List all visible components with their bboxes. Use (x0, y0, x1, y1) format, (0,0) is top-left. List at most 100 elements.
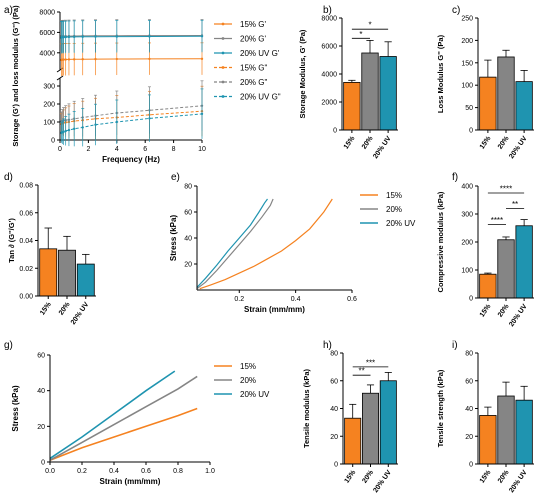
y-tick-label: 200 (43, 102, 55, 109)
series-line (199, 198, 333, 290)
y-tick-label: 8000 (39, 10, 55, 17)
series-line (196, 198, 274, 290)
x-tick-label: 20% UV (372, 469, 393, 494)
line-chart-e: e) 20 40 60 80 0.2 0.4 0.6 Strain (mm/mm) Stress … (169, 172, 416, 314)
x-tick-label: 15% (479, 303, 493, 319)
x-tick-label: 0.6 (141, 468, 151, 475)
y-tick-label: 40 (37, 388, 45, 395)
y-axis-label: Stress (kPa) (169, 215, 178, 262)
legend-label: 20% UV (386, 219, 416, 228)
panel-label: b) (323, 5, 332, 16)
data-point (81, 58, 84, 61)
legend-marker (221, 80, 225, 84)
data-point (62, 35, 65, 39)
data-point (62, 58, 65, 61)
panel-label: g) (4, 340, 13, 351)
y-tick-label: 0 (51, 138, 55, 145)
bar-chart-i: i) 0 20 40 60 80 15% 20%20% UV Tensile strength … (436, 340, 534, 494)
bar (497, 395, 515, 465)
y-tick-label: 60 (37, 353, 45, 360)
y-tick-label: 200 (461, 240, 473, 247)
bar (39, 248, 58, 297)
significance-label: **** (491, 216, 503, 225)
legend-label: 15% G" (240, 64, 267, 73)
y-tick-label: 80 (330, 351, 338, 358)
bar (344, 417, 362, 465)
y-tick-label: 2000 (321, 100, 337, 107)
x-tick-label: 20% (497, 135, 511, 151)
data-point (94, 123, 97, 126)
bar (497, 239, 515, 299)
bar (362, 392, 379, 465)
legend-label: 20% G" (240, 78, 267, 87)
data-point (115, 35, 119, 38)
x-tick-label: 0.4 (109, 468, 119, 475)
panel-label: e) (171, 172, 180, 183)
bar-chart-f: f) 0 100 200 300 400 15% 20%20% UV Compressive m… (436, 172, 534, 328)
y-axis-label: Tensile modulus (kPa) (302, 368, 311, 448)
data-point (200, 35, 204, 38)
x-axis-label: Strain (mm/mm) (244, 305, 305, 314)
x-tick-label: 2 (86, 146, 90, 153)
x-tick-label: 10 (198, 146, 206, 153)
line-chart-a: a) 0 100 200 300 4000 6000 8000 0 2 4 6 8 10 Frequency… (4, 5, 281, 164)
axis-break (56, 75, 64, 81)
bar-chart-d: d) 0.00 0.02 0.04 0.06 0.08 15% 20%20% UV Tan ∂ … (4, 172, 96, 326)
x-tick-label: 15% (479, 135, 493, 151)
y-axis-label: Storage Modulus, G' (Pa) (298, 29, 307, 118)
x-axis-label: Strain (mm/mm) (100, 477, 161, 486)
significance-label: ** (358, 367, 364, 376)
legend-label: 20% UV (240, 390, 270, 399)
y-tick-label: 0 (41, 460, 45, 467)
y-axis-label: Loss Modulus G'' (Pa) (436, 34, 445, 113)
y-axis-label: Stress (kPa) (11, 385, 20, 432)
x-tick-label: 0.8 (173, 468, 183, 475)
y-axis-label: Tensile strength (kPa) (436, 369, 445, 447)
x-tick-label: 0.4 (291, 296, 301, 303)
legend-label: 20% (240, 376, 256, 385)
significance-label: * (359, 30, 362, 39)
x-tick-label: 20% UV (372, 135, 393, 160)
y-tick-label: 20 (330, 434, 338, 441)
y-axis-label: Storage (G') and loss modulus (G'') (Pa) (11, 5, 20, 147)
y-tick-label: 6000 (39, 30, 55, 37)
data-point (73, 35, 76, 39)
data-point (200, 112, 204, 116)
y-tick-label: 0 (469, 296, 473, 303)
y-tick-label: 80 (465, 351, 473, 358)
legend-label: 20% (386, 205, 402, 214)
y-tick-label: 20 (184, 262, 192, 269)
y-tick-label: 0.02 (19, 266, 33, 273)
x-tick-label: 20% (58, 301, 72, 317)
y-tick-label: 100 (461, 268, 473, 275)
legend-label: 20% UV G' (240, 49, 280, 58)
y-tick-label: 4000 (321, 72, 337, 79)
legend-marker (221, 22, 225, 26)
x-tick-label: 0.0 (45, 468, 55, 475)
bar (479, 273, 497, 299)
y-tick-label: 80 (184, 184, 192, 191)
y-tick-label: 0 (334, 462, 338, 469)
series-line (49, 375, 198, 461)
panel-label: a) (4, 5, 13, 16)
data-point (62, 130, 65, 134)
legend-label: 15% G' (240, 20, 266, 29)
data-point (64, 58, 67, 61)
y-tick-label: 0.08 (19, 183, 33, 190)
legend-marker (221, 51, 225, 55)
y-tick-label: 40 (184, 236, 192, 243)
x-tick-label: 0 (58, 146, 62, 153)
legend-label: 20% G' (240, 35, 266, 44)
legend-marker (221, 66, 225, 69)
y-tick-label: 50 (465, 105, 473, 112)
data-point (94, 35, 97, 38)
x-tick-label: 4 (115, 146, 119, 153)
significance-label: **** (500, 185, 512, 194)
data-point (64, 35, 67, 39)
panel-label: d) (4, 172, 13, 183)
y-tick-label: 0 (469, 462, 473, 469)
y-tick-label: 200 (461, 38, 473, 45)
y-tick-label: 4000 (39, 50, 55, 57)
line-chart-g: g) 0 20 40 60 0.0 0.2 0.4 0.6 0.8 1.0 Strain (mm/mm… (4, 340, 270, 486)
data-point (200, 57, 204, 61)
